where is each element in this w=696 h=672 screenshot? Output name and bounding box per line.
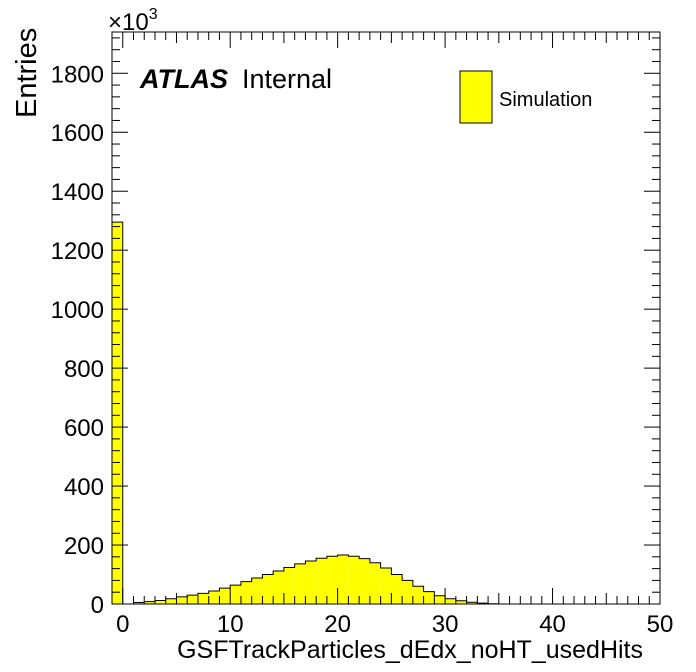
histogram-bar	[112, 222, 123, 604]
y-tick-label: 1000	[51, 297, 104, 324]
x-axis-label: GSFTrackParticles_dEdx_noHT_usedHits	[177, 636, 643, 664]
histogram-bar	[251, 578, 263, 604]
histogram-bar	[423, 591, 435, 604]
x-tick-label: 50	[647, 611, 674, 638]
histogram-bar	[144, 601, 155, 604]
histogram-bar	[305, 560, 317, 604]
histogram-bar	[434, 595, 446, 604]
histogram-bar	[455, 600, 467, 604]
histogram-bar	[369, 562, 381, 604]
histogram-bar	[283, 567, 295, 604]
y-tick-label: 1400	[51, 179, 104, 206]
y-tick-label: 400	[64, 474, 104, 501]
histogram-bar	[197, 593, 209, 604]
y-multiplier-base: ×10	[108, 9, 149, 36]
histogram-bar	[187, 595, 198, 604]
histogram-bar	[133, 602, 145, 604]
histogram-bar	[348, 556, 360, 604]
histogram-bar	[359, 558, 370, 604]
y-tick-label: 0	[91, 592, 104, 619]
y-tick-label: 1800	[51, 61, 104, 88]
histogram-bar	[402, 580, 413, 604]
histogram-bar	[380, 568, 392, 604]
plot-frame	[111, 31, 661, 605]
atlas-label-bold: ATLAS	[139, 64, 228, 94]
histogram-bar	[326, 556, 338, 604]
histogram-bar	[316, 558, 327, 604]
y-tick-label: 600	[64, 415, 104, 442]
histogram-bar	[240, 581, 252, 604]
y-multiplier-exponent: 3	[149, 6, 158, 23]
y-axis-label: Entries	[11, 28, 43, 118]
y-multiplier: ×103	[108, 6, 158, 36]
x-tick-label: 10	[217, 611, 244, 638]
tick-labels: 0 10 20 30 40 50 0 200 400 600 800 1000 1200 1400 1600…	[51, 61, 674, 638]
histogram-bar	[294, 563, 306, 604]
histogram-bar	[176, 596, 188, 604]
y-tick-label: 200	[64, 533, 104, 560]
x-tick-label: 40	[539, 611, 566, 638]
histogram-bar	[208, 591, 220, 604]
y-tick-label: 800	[64, 356, 104, 383]
histogram-bar	[165, 598, 177, 604]
histogram-bar	[154, 600, 166, 604]
histogram-bar	[219, 588, 231, 604]
axis-ticks	[112, 32, 661, 605]
histogram-bar	[391, 574, 403, 604]
histogram-bar	[262, 574, 274, 604]
x-tick-label: 0	[116, 611, 129, 638]
y-tick-label: 1600	[51, 120, 104, 147]
histogram-bars	[111, 221, 660, 605]
histogram-bar	[230, 585, 241, 604]
histogram-bar	[466, 602, 478, 604]
legend-label: Simulation	[499, 89, 592, 111]
histogram-bar	[445, 598, 456, 604]
legend-swatch	[459, 70, 493, 124]
x-tick-label: 20	[324, 611, 351, 638]
y-tick-label: 1200	[51, 238, 104, 265]
atlas-label: ATLAS Internal	[139, 64, 332, 94]
histogram-bar	[412, 586, 424, 604]
atlas-label-text: Internal	[242, 64, 332, 94]
histogram-outline	[111, 221, 660, 605]
x-tick-label: 30	[432, 611, 459, 638]
histogram-bar	[273, 570, 284, 604]
histogram-bar	[337, 555, 349, 604]
